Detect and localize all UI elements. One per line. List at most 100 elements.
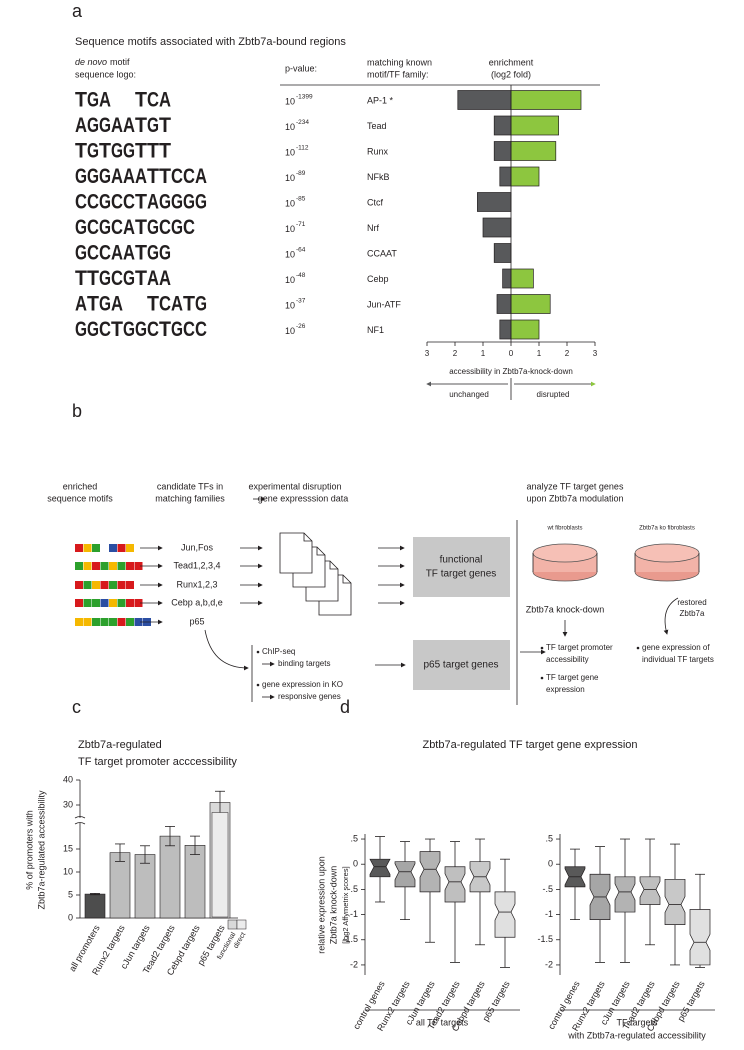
bar (510, 90, 582, 110)
logo-letter: C (99, 242, 111, 265)
y-tick-label: 40 (63, 774, 73, 784)
motif-square (117, 544, 126, 552)
motif-square (92, 599, 100, 607)
bar (477, 192, 512, 212)
motif-name: Runx (367, 146, 389, 156)
logo-letter: G (99, 114, 111, 137)
y-tick-label: -.5 (347, 884, 358, 894)
box-label: p65 target genes (423, 660, 498, 671)
p-value-base: 10 (285, 147, 295, 157)
motif-square (75, 581, 83, 589)
logo-letter: T (135, 242, 147, 265)
bar (457, 90, 512, 110)
logo-letter: C (87, 242, 99, 265)
readout: expression (546, 685, 585, 694)
column-header: matching families (155, 493, 225, 503)
logo-letter: T (135, 114, 147, 137)
header: motif/TF family: (367, 69, 429, 79)
logo-letter: C (111, 267, 123, 290)
readout: individual TF targets (642, 655, 714, 664)
chart-title: TF target promoter acccessibility (78, 756, 237, 768)
motif-square (83, 562, 92, 570)
x-tick-label: 1 (481, 349, 486, 358)
motif-square (126, 544, 134, 552)
logo-letter: A (123, 216, 135, 239)
group-label: all TF targets (416, 1017, 469, 1027)
motif-square (83, 581, 92, 589)
y-tick-label: 5 (68, 889, 73, 899)
logo-letter: T (147, 140, 159, 163)
box (664, 878, 686, 925)
motif-square (117, 562, 126, 570)
document-icon (279, 532, 313, 574)
p-value-base: 10 (285, 198, 295, 208)
logo-letter: G (147, 216, 159, 239)
bullet (540, 646, 544, 650)
y-axis-label: % of promoters with (24, 810, 34, 890)
p-value-base: 10 (285, 326, 295, 336)
box (444, 866, 466, 903)
logo-letter: G (75, 318, 87, 341)
logo-letter: G (123, 140, 135, 163)
bar (84, 893, 106, 919)
column-header: sequence motifs (47, 493, 113, 503)
group-label: with Zbtb7a-regulated accessibility (567, 1030, 706, 1040)
box (413, 537, 510, 597)
y-tick-label: .5 (350, 833, 358, 843)
logo-letter: G (171, 216, 183, 239)
logo-letter: A (159, 89, 171, 112)
logo-letter: C (123, 191, 135, 214)
logo-letter: A (195, 165, 207, 188)
logo-letter: C (87, 216, 99, 239)
bar (510, 115, 559, 136)
column-header: enriched (63, 481, 98, 491)
logo-letter: C (171, 165, 183, 188)
logo-letter: G (87, 89, 99, 112)
bar (159, 835, 181, 919)
header-italic: de novo (75, 57, 107, 67)
logo-letter: G (147, 114, 159, 137)
y-tick-label: -1 (545, 909, 553, 919)
motif-square (126, 618, 134, 626)
p-value-exponent: -1399 (296, 94, 313, 101)
logo-letter: T (135, 191, 147, 214)
logo-letter: C (183, 216, 195, 239)
x-axis-label: accessibility in Zbtb7a-knock-down (449, 367, 573, 376)
y-tick-label: 30 (63, 799, 73, 809)
y-tick-label: -.5 (542, 884, 553, 894)
bar (510, 319, 540, 340)
step-label: restored (677, 598, 706, 607)
logo-letter: T (159, 140, 171, 163)
y-tick-label: -2 (350, 959, 358, 969)
y-tick-label: -1.5 (342, 934, 358, 944)
logo-letter: C (75, 191, 87, 214)
motif-name: NFkB (367, 172, 390, 182)
header: de novo motif (75, 57, 130, 67)
bar (184, 845, 206, 919)
logo-letter: G (75, 216, 87, 239)
logo-letter: T (159, 318, 171, 341)
x-tick-label: 2 (565, 349, 570, 358)
y-tick-label: .5 (545, 833, 553, 843)
bullet (256, 683, 260, 687)
p-value-base: 10 (285, 96, 295, 106)
logo-letter: G (75, 242, 87, 265)
bar (510, 268, 534, 289)
motif-square (126, 581, 134, 589)
column-header: upon Zbtb7a modulation (526, 493, 623, 503)
tf-name: Runx1,2,3 (176, 579, 217, 589)
panel-letter: a (72, 1, 83, 21)
logo-letter: C (159, 293, 171, 316)
logo-letter: G (171, 191, 183, 214)
box (369, 858, 391, 878)
motif-square (83, 599, 92, 607)
readout: accessibility (546, 655, 589, 664)
header: matching known (367, 57, 432, 67)
logo-letter: G (135, 318, 147, 341)
motif-square (83, 618, 92, 626)
logo-letter: G (87, 318, 99, 341)
bar (510, 166, 540, 187)
box (614, 876, 636, 913)
p-value-exponent: -89 (296, 170, 306, 177)
